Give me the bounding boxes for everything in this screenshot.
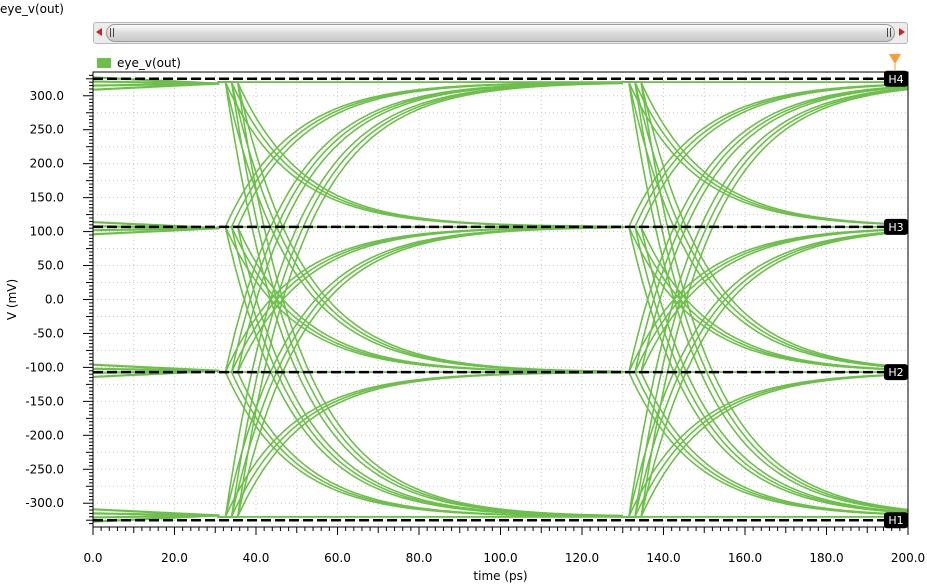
eye-trace — [620, 81, 909, 369]
eye-trace — [217, 81, 623, 373]
eye-trace — [217, 82, 623, 374]
x-tick-label: 20.0 — [161, 551, 188, 565]
axes: 0.0 20.0 40.0 60.0 80.0 100.0 120.0 140.0 160.0 1… — [5, 71, 925, 583]
marker-label-h3[interactable]: H3 — [888, 221, 903, 234]
x-tick-label: 100.0 — [483, 551, 517, 565]
y-tick-label: 300.0 — [30, 89, 64, 103]
marker-label-h2[interactable]: H2 — [888, 366, 903, 379]
eye-trace — [620, 373, 909, 518]
y-tick-label: -200.0 — [25, 428, 64, 442]
eye-trace — [217, 82, 623, 518]
eye-trace — [620, 81, 909, 369]
eye-trace — [620, 230, 909, 518]
eye-trace — [620, 226, 908, 371]
eye-trace — [620, 88, 909, 518]
legend: eye_v(out) — [97, 56, 181, 70]
eye-trace — [620, 81, 909, 369]
eye-trace — [620, 86, 909, 374]
y-tick-label: -50.0 — [33, 326, 64, 340]
y-tick-label: -250.0 — [25, 462, 64, 476]
eye-trace — [92, 508, 220, 517]
eye-trace — [217, 81, 623, 517]
eye-trace — [217, 81, 623, 228]
x-tick-label: 160.0 — [728, 551, 762, 565]
eye-trace — [620, 228, 908, 374]
x-tick-label: 120.0 — [565, 551, 599, 565]
eye-trace — [620, 81, 909, 511]
legend-label: eye_v(out) — [117, 56, 181, 70]
thumb-left-grip-icon[interactable] — [110, 28, 114, 37]
x-tick-label: 200.0 — [891, 551, 925, 565]
eye-trace — [620, 371, 909, 516]
y-tick-label: 100.0 — [30, 225, 64, 239]
y-tick-label: -300.0 — [25, 496, 64, 510]
marker-label-h4[interactable]: H4 — [888, 73, 903, 86]
horizontal-markers[interactable]: H4 H3 H2 H1 — [93, 70, 908, 529]
scrollbar-thumb[interactable] — [106, 24, 895, 42]
legend-swatch — [97, 58, 111, 68]
window-title: eye_v(out) — [0, 2, 64, 16]
eye-trace — [217, 226, 623, 518]
x-tick-label: 0.0 — [83, 551, 102, 565]
x-tick-label: 80.0 — [406, 551, 433, 565]
y-tick-label: -100.0 — [25, 360, 64, 374]
thumb-right-grip-icon[interactable] — [887, 28, 891, 37]
y-axis-label: V (mV) — [5, 279, 19, 320]
horizontal-scrollbar[interactable] — [93, 22, 908, 44]
marker-badge-h4[interactable] — [884, 70, 908, 87]
eye-traces — [92, 76, 909, 523]
eye-trace — [620, 226, 909, 513]
grid-lines — [93, 72, 908, 527]
eye-trace — [620, 81, 909, 511]
y-tick-label: 150.0 — [30, 191, 64, 205]
eye-trace — [620, 81, 909, 512]
y-tick-label: 50.0 — [37, 259, 64, 273]
eye-trace — [620, 83, 909, 228]
marker-badge-h1[interactable] — [884, 512, 908, 529]
y-tick-label: 0.0 — [45, 293, 64, 307]
scroll-right-arrow-icon[interactable] — [899, 28, 905, 36]
x-tick-label: 60.0 — [324, 551, 351, 565]
marker-badge-h3[interactable] — [884, 218, 908, 235]
marker-badge-h2[interactable] — [884, 364, 908, 381]
scroll-left-arrow-icon[interactable] — [96, 28, 102, 36]
y-tick-label: -150.0 — [25, 394, 64, 408]
x-tick-label: 140.0 — [646, 551, 680, 565]
eye-trace — [620, 230, 909, 518]
marker-label-h1[interactable]: H1 — [888, 514, 903, 527]
eye-trace — [620, 230, 909, 518]
eye-trace — [92, 363, 220, 372]
eye-trace — [620, 226, 909, 514]
x-tick-label: 40.0 — [243, 551, 270, 565]
x-axis-label: time (ps) — [473, 569, 527, 583]
marker-flag-icon[interactable] — [889, 54, 901, 70]
eye-trace — [620, 87, 909, 518]
eye-trace — [620, 81, 909, 226]
x-tick-label: 180.0 — [809, 551, 843, 565]
y-tick-label: 250.0 — [30, 123, 64, 137]
y-tick-label: 200.0 — [30, 157, 64, 171]
